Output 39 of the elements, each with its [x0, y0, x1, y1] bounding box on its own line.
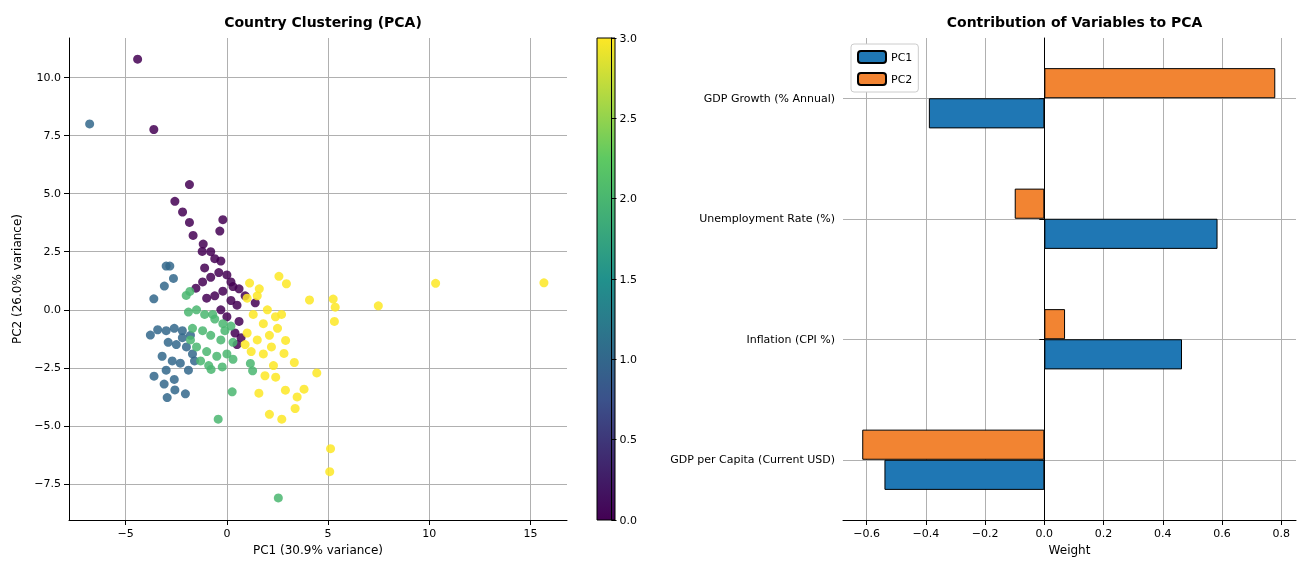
x-tick-label: 0.4	[1154, 527, 1172, 540]
color-bar-label: 2.5	[619, 111, 638, 125]
color-bar-label: 0.5	[619, 433, 638, 447]
y-tick-label: 7.5	[43, 129, 61, 143]
y-tick-label: Inflation (CPI %)	[746, 332, 835, 346]
color-bar-label: 1.0	[619, 352, 638, 366]
color-bar-label: 0.0	[619, 513, 638, 527]
x-tick-label: 5	[324, 527, 332, 540]
x-tick-label: −0.2	[971, 527, 999, 540]
x-tick-label: 0.0	[1035, 527, 1054, 540]
x-tick-label: −0.4	[912, 527, 940, 540]
x-tick-label: 0.8	[1272, 527, 1290, 540]
y-tick-label: −5.0	[34, 419, 61, 433]
x-axis-title: Weight	[1048, 543, 1091, 557]
x-tick-label: 0	[223, 527, 231, 540]
legend-label: PC2	[891, 72, 913, 86]
y-tick-label: GDP Growth (% Annual)	[703, 91, 835, 105]
color-bar-label: 1.5	[619, 272, 638, 286]
x-tick-label: 0.2	[1094, 527, 1113, 540]
x-tick-label: −5	[117, 527, 134, 540]
x-tick-label: 15	[523, 527, 538, 540]
x-tick-label: 0.6	[1213, 527, 1231, 540]
y-tick-label: 10.0	[36, 70, 61, 84]
y-tick-label: 2.5	[43, 245, 61, 259]
y-tick-label: −7.5	[34, 477, 61, 491]
color-bar-label: 3.0	[619, 31, 638, 45]
color-bar-label: 2.0	[619, 192, 638, 206]
y-tick-label: 5.0	[43, 187, 61, 201]
chart-title: Country Clustering (PCA)	[224, 14, 422, 30]
chart-title: Contribution of Variables to PCA	[946, 14, 1203, 30]
y-tick-label: GDP per Capita (Current USD)	[670, 453, 835, 467]
y-tick-label: 0.0	[43, 303, 61, 317]
y-tick-label: −2.5	[34, 361, 61, 375]
y-tick-label: Unemployment Rate (%)	[699, 212, 835, 226]
x-tick-label: −0.6	[853, 527, 881, 540]
legend-label: PC1	[891, 50, 913, 64]
y-axis-title: PC2 (26.0% variance)	[10, 213, 25, 345]
x-tick-label: 10	[422, 527, 437, 540]
x-axis-title: PC1 (30.9% variance)	[252, 543, 384, 557]
